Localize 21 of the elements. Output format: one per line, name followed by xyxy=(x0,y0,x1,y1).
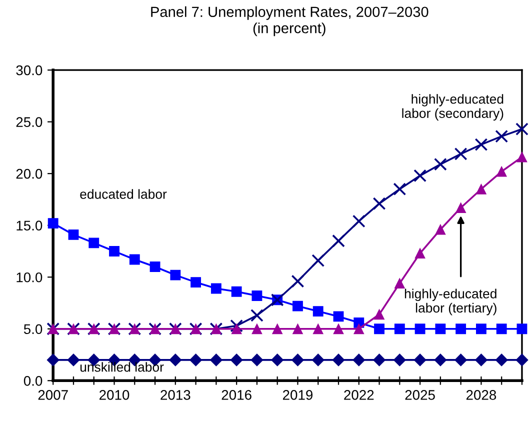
x-tick-label: 2010 xyxy=(100,390,130,400)
x-tick-label: 2013 xyxy=(160,390,190,400)
y-tick-label: 25.0 xyxy=(16,117,42,127)
series-label: highly-educated labor (tertiary) xyxy=(404,288,496,316)
y-tick-label: 15.0 xyxy=(16,220,42,231)
x-tick-label: 2025 xyxy=(405,390,435,400)
chart-subtitle: (in percent) xyxy=(253,22,326,36)
y-tick-label: 20.0 xyxy=(16,168,42,179)
x-tick-label: 2028 xyxy=(466,390,496,400)
text: educated labor xyxy=(80,189,167,199)
y-tick-label: 30.0 xyxy=(16,65,42,76)
series-label: unskilled labor xyxy=(80,362,164,372)
series-label: highly-educated labor (secondary) xyxy=(402,94,504,121)
chart-title: Panel 7: Unemployment Rates, 2007–2030 xyxy=(151,6,428,20)
x-tick-label: 2022 xyxy=(344,390,374,400)
y-tick-label: 5.0 xyxy=(24,324,42,334)
x-tick-label: 2016 xyxy=(222,390,252,400)
x-tick-label: 2007 xyxy=(38,390,68,400)
y-tick-label: 0.0 xyxy=(24,376,42,386)
y-tick-label: 10.0 xyxy=(16,272,42,282)
x-tick-label: 2019 xyxy=(282,390,313,400)
